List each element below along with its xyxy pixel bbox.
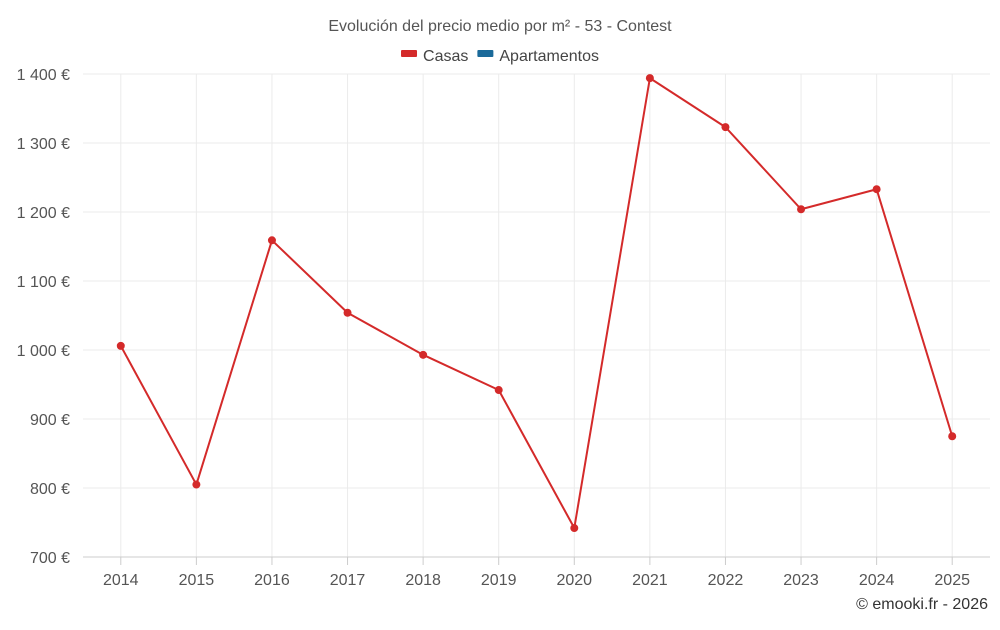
x-tick-label: 2021 [632, 572, 668, 589]
x-tick-label: 2024 [859, 572, 895, 589]
credit-text: © emooki.fr - 2026 [856, 596, 988, 613]
y-tick-label: 700 € [30, 550, 70, 567]
legend-swatch[interactable] [401, 50, 418, 57]
chart-title: Evolución del precio medio por m² - 53 -… [328, 18, 672, 35]
y-tick-label: 1 200 € [17, 205, 70, 222]
y-tick-label: 800 € [30, 481, 70, 498]
grid-lines [83, 73, 990, 557]
data-point[interactable] [116, 341, 125, 350]
data-point[interactable] [645, 74, 654, 83]
y-tick-label: 1 400 € [17, 67, 70, 84]
x-tick-label: 2023 [783, 572, 819, 589]
data-point[interactable] [192, 480, 201, 489]
data-point[interactable] [343, 308, 352, 317]
data-point[interactable] [570, 524, 579, 533]
x-tick-label: 2019 [481, 572, 517, 589]
data-point[interactable] [494, 386, 503, 395]
data-point[interactable] [419, 350, 428, 359]
data-point[interactable] [721, 123, 730, 132]
legend: Casas Apartamentos [401, 48, 599, 65]
y-tick-label: 1 300 € [17, 136, 70, 153]
x-tick-label: 2020 [556, 572, 592, 589]
data-point[interactable] [948, 432, 957, 441]
x-tick-label: 2025 [934, 572, 970, 589]
data-point[interactable] [267, 236, 276, 245]
x-tick-label: 2017 [330, 572, 366, 589]
series-layer [116, 74, 957, 533]
x-tick-label: 2015 [179, 572, 215, 589]
legend-swatch[interactable] [477, 50, 494, 57]
series-line-casas [119, 77, 954, 530]
axes: 700 € 800 € 900 € 1 000 € 1 100 € 1 200 € 1 30… [17, 67, 990, 589]
x-tick-label: 2018 [405, 572, 441, 589]
x-tick-label: 2014 [103, 572, 139, 589]
data-point[interactable] [872, 185, 881, 194]
x-tick-label: 2022 [708, 572, 744, 589]
data-point[interactable] [797, 205, 806, 214]
x-tick-label: 2016 [254, 572, 290, 589]
legend-label[interactable]: Casas [423, 48, 468, 65]
y-tick-label: 900 € [30, 412, 70, 429]
y-tick-label: 1 000 € [17, 343, 70, 360]
legend-label[interactable]: Apartamentos [499, 48, 599, 65]
y-tick-label: 1 100 € [17, 274, 70, 291]
